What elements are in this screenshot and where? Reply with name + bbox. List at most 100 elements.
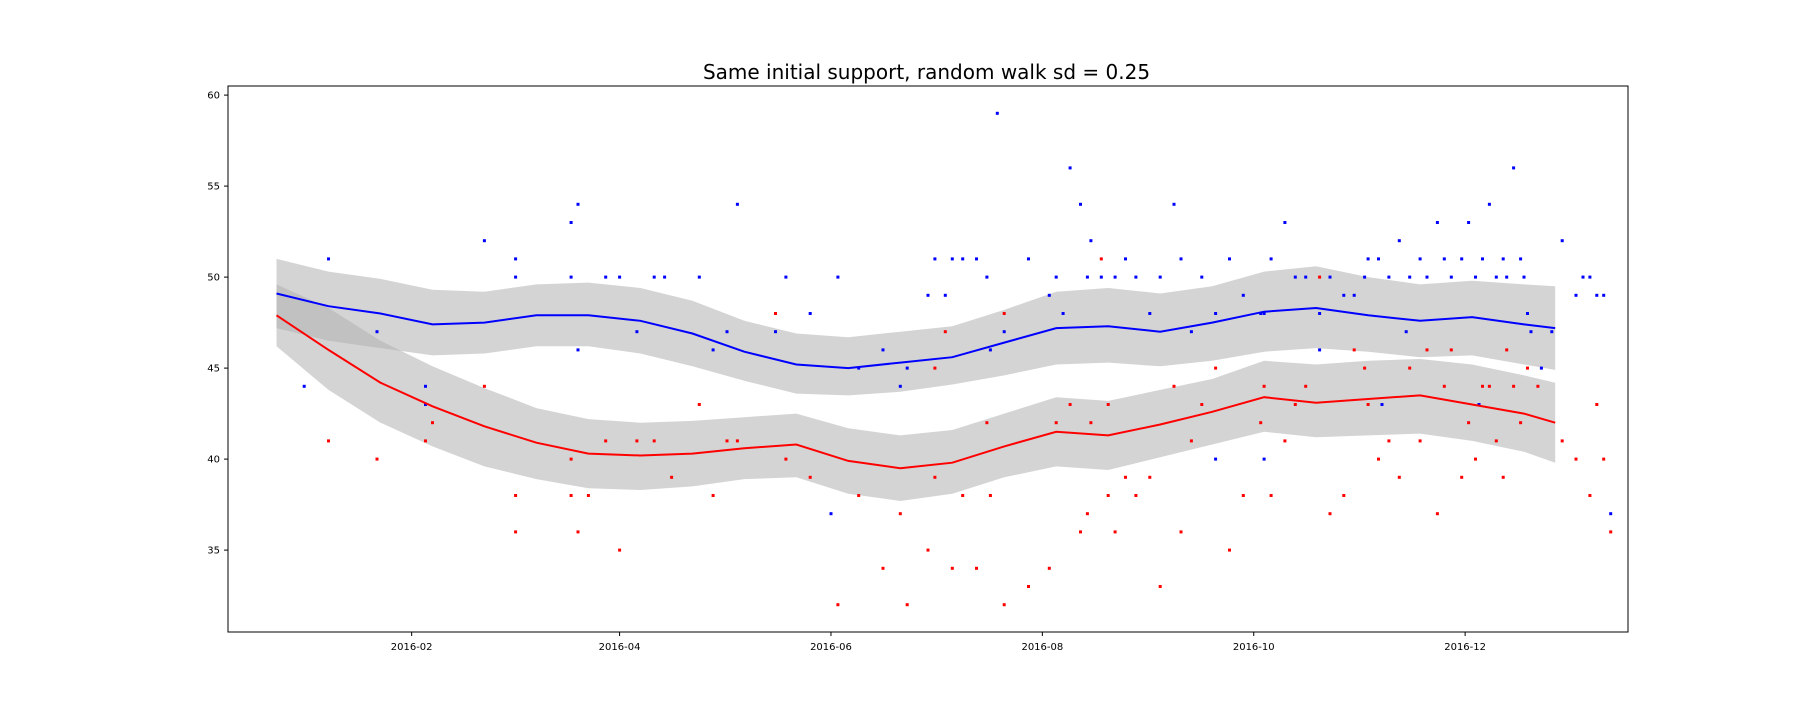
blue-data-point <box>943 293 947 297</box>
red-data-point <box>881 566 885 570</box>
blue-data-point <box>1079 202 1082 206</box>
red-data-point <box>424 439 427 443</box>
blue-data-point <box>1404 330 1408 334</box>
red-data-point <box>1460 475 1464 479</box>
red-data-point <box>1068 403 1072 406</box>
red-data-point <box>1481 384 1484 388</box>
axes: 2016-02 2016-04 2016-06 2016-08 2016-10 2016-… <box>207 85 1629 653</box>
blue-data-point <box>576 348 580 352</box>
red-data-point <box>1179 530 1183 534</box>
red-data-point <box>1241 494 1245 497</box>
blue-data-point <box>1283 221 1287 224</box>
x-tick-label: 2016-04 <box>599 642 641 653</box>
red-data-point <box>670 475 674 479</box>
blue-data-point <box>1262 457 1266 461</box>
red-data-point <box>1089 421 1093 425</box>
blue-data-point <box>961 257 965 261</box>
red-data-point <box>1283 439 1287 443</box>
blue-data-point <box>995 111 999 115</box>
red-data-point <box>1269 494 1273 497</box>
blue-data-point <box>1113 275 1117 279</box>
red-data-point <box>1366 403 1370 406</box>
blue-data-point <box>1179 257 1183 261</box>
x-tick-label: 2016-12 <box>1444 642 1486 653</box>
blue-data-point <box>1047 293 1051 297</box>
red-data-point <box>604 439 608 443</box>
blue-data-point <box>569 221 573 224</box>
red-data-point <box>1512 384 1516 388</box>
red-data-point <box>808 475 812 479</box>
red-data-point <box>1602 457 1606 461</box>
red-data-point <box>1002 312 1006 315</box>
chart-title: Same initial support, random walk sd = 0… <box>702 60 1151 84</box>
blue-data-point <box>1262 312 1266 315</box>
red-data-point <box>1595 403 1599 406</box>
red-data-point <box>857 494 861 497</box>
blue-data-point <box>1380 403 1384 406</box>
red-data-point <box>1574 457 1578 461</box>
x-tick-label: 2016-08 <box>1021 642 1063 653</box>
blue-data-point <box>975 257 978 261</box>
blue-data-point <box>1085 275 1089 279</box>
red-data-point <box>1002 603 1006 607</box>
red-data-point <box>586 494 590 497</box>
blue-data-point <box>1588 275 1592 279</box>
blue-data-point <box>985 275 989 279</box>
red-data-point <box>1377 457 1380 461</box>
blue-data-point <box>1539 366 1543 370</box>
blue-data-point <box>1134 275 1138 279</box>
red-data-point <box>1099 257 1103 261</box>
red-data-point <box>735 439 739 443</box>
red-data-point <box>1474 457 1477 461</box>
blue-data-point <box>829 512 833 516</box>
red-data-point <box>1318 275 1322 279</box>
red-data-point <box>1113 530 1117 534</box>
red-data-point <box>943 330 947 334</box>
red-data-point <box>1106 403 1110 406</box>
blue-data-point <box>1241 293 1245 297</box>
red-data-point <box>1079 530 1082 534</box>
blue-data-point <box>933 257 937 261</box>
red-data-point <box>1106 494 1110 497</box>
red-data-point <box>1304 384 1308 388</box>
red-data-point <box>1214 366 1218 370</box>
red-data-point <box>1085 512 1089 516</box>
red-data-point <box>1494 439 1498 443</box>
red-data-point <box>514 494 518 497</box>
y-tick-label: 60 <box>207 91 220 102</box>
blue-data-point <box>1269 257 1273 261</box>
red-data-point <box>1442 384 1446 388</box>
blue-data-point <box>1089 239 1093 243</box>
blue-data-point <box>618 275 622 279</box>
blue-data-point <box>1099 275 1103 279</box>
blue-data-point <box>1061 312 1065 315</box>
blue-data-point <box>1363 275 1367 279</box>
blue-data-point <box>1259 312 1263 315</box>
blue-data-point <box>1377 257 1380 261</box>
blue-data-point <box>1560 239 1564 243</box>
blue-data-point <box>1328 275 1332 279</box>
blue-data-point <box>881 348 885 352</box>
red-data-point <box>933 366 937 370</box>
blue-data-point <box>1148 312 1152 315</box>
blue-data-point <box>697 275 701 279</box>
blue-data-point <box>1494 275 1498 279</box>
red-data-point <box>725 439 729 443</box>
blue-data-point <box>836 275 840 279</box>
blue-data-point <box>1189 330 1193 334</box>
blue-data-point <box>424 384 427 388</box>
blue-data-point <box>375 330 379 334</box>
blue-data-point <box>1425 275 1429 279</box>
mean-lines <box>275 292 1556 470</box>
y-tick-label: 40 <box>207 455 220 466</box>
red-data-point <box>1387 439 1391 443</box>
blue-data-point <box>774 330 777 334</box>
red-data-point <box>1487 384 1491 388</box>
red-data-point <box>1124 475 1127 479</box>
red-data-point <box>961 494 965 497</box>
blue-data-point <box>1200 275 1204 279</box>
red-data-point <box>1609 530 1613 534</box>
blue-data-point <box>1526 312 1529 315</box>
blue-data-point <box>1318 312 1322 315</box>
